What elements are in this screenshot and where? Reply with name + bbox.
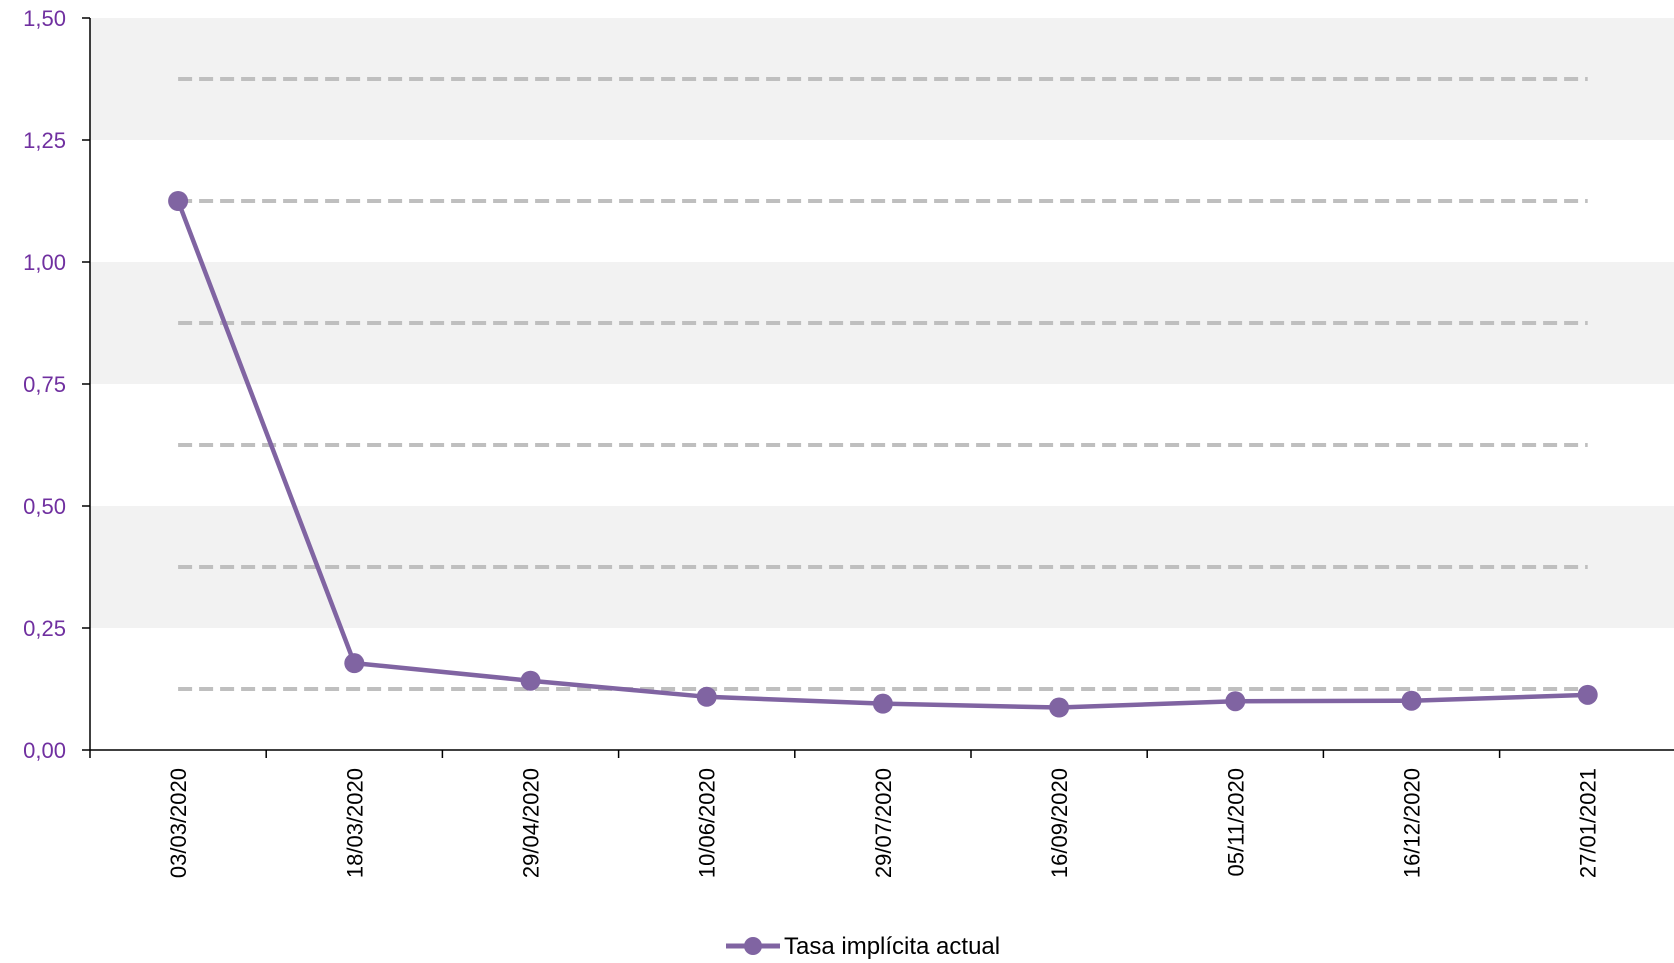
legend-dot-marker <box>744 937 762 955</box>
data-point <box>696 686 717 707</box>
y-tick-label: 0,75 <box>23 372 66 397</box>
reference-lines <box>178 77 1588 691</box>
y-tick-label: 0,00 <box>23 738 66 763</box>
x-tick-label: 27/01/2021 <box>1576 768 1601 878</box>
x-tick-label: 18/03/2020 <box>342 768 367 878</box>
legend: Tasa implícita actual <box>726 933 1000 960</box>
y-tick-label: 0,50 <box>23 494 66 519</box>
series-layer <box>168 191 1598 718</box>
data-point <box>1225 691 1246 712</box>
x-tick-label: 16/12/2020 <box>1400 768 1425 878</box>
data-point <box>1049 697 1070 718</box>
x-tick-label: 05/11/2020 <box>1223 768 1248 876</box>
data-point <box>168 191 189 211</box>
x-tick-label: 29/04/2020 <box>519 768 544 878</box>
x-axis-ticks: 03/03/2020 18/03/2020 29/04/2020 10/06/2020… <box>89 750 1601 878</box>
y-axis-ticks: 0,00 0,25 0,50 0,75 1,00 1,25 1,50 <box>23 6 90 763</box>
y-tick-label: 1,25 <box>23 128 66 153</box>
data-point <box>1401 690 1422 711</box>
x-tick-label: 29/07/2020 <box>871 768 896 878</box>
data-point <box>872 693 893 714</box>
x-tick-label: 10/06/2020 <box>695 768 720 878</box>
x-tick-label: 16/09/2020 <box>1047 768 1072 878</box>
legend-label: Tasa implícita actual <box>784 933 1000 960</box>
x-tick-label: 03/03/2020 <box>166 768 191 878</box>
data-point <box>1577 684 1598 705</box>
data-point <box>520 670 541 691</box>
y-tick-label: 0,25 <box>23 616 66 641</box>
y-tick-label: 1,00 <box>23 250 66 275</box>
y-tick-label: 1,50 <box>23 6 66 31</box>
data-point <box>344 653 365 674</box>
